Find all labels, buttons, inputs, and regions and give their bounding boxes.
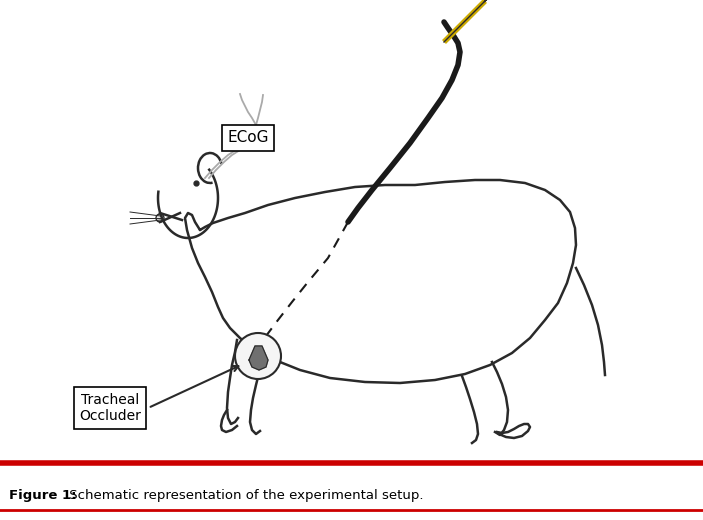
Polygon shape	[249, 346, 268, 370]
Polygon shape	[477, 0, 569, 9]
Text: Figure 1:: Figure 1:	[9, 489, 77, 502]
Text: ECoG: ECoG	[227, 131, 269, 146]
Text: Tracheal
Occluder: Tracheal Occluder	[79, 393, 141, 423]
Text: Schematic representation of the experimental setup.: Schematic representation of the experime…	[65, 489, 424, 502]
Circle shape	[156, 214, 164, 222]
Circle shape	[235, 333, 281, 379]
